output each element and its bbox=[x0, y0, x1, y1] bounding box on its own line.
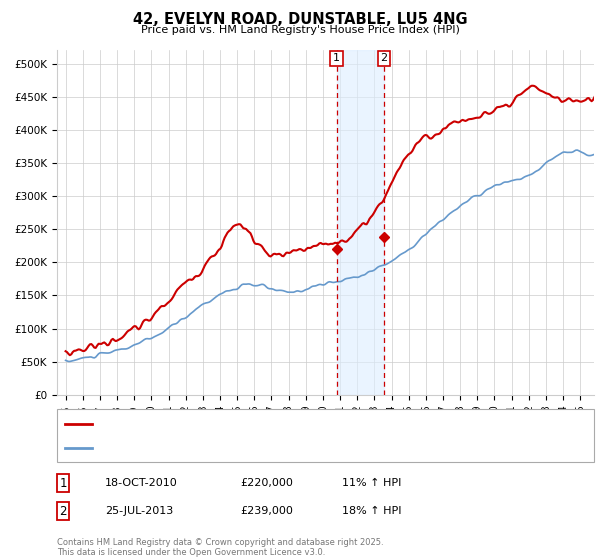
Text: 18% ↑ HPI: 18% ↑ HPI bbox=[342, 506, 401, 516]
Text: £239,000: £239,000 bbox=[240, 506, 293, 516]
FancyBboxPatch shape bbox=[57, 409, 594, 462]
Text: 1: 1 bbox=[333, 53, 340, 63]
Text: 25-JUL-2013: 25-JUL-2013 bbox=[105, 506, 173, 516]
Text: 42, EVELYN ROAD, DUNSTABLE, LU5 4NG (semi-detached house): 42, EVELYN ROAD, DUNSTABLE, LU5 4NG (sem… bbox=[97, 419, 433, 429]
Text: HPI: Average price, semi-detached house, Central Bedfordshire: HPI: Average price, semi-detached house,… bbox=[97, 443, 427, 453]
Text: £220,000: £220,000 bbox=[240, 478, 293, 488]
Bar bbox=[337, 50, 384, 395]
Text: 2: 2 bbox=[380, 53, 388, 63]
Text: Contains HM Land Registry data © Crown copyright and database right 2025.
This d: Contains HM Land Registry data © Crown c… bbox=[57, 538, 383, 557]
Text: 42, EVELYN ROAD, DUNSTABLE, LU5 4NG: 42, EVELYN ROAD, DUNSTABLE, LU5 4NG bbox=[133, 12, 467, 27]
Text: 1: 1 bbox=[59, 477, 67, 490]
Text: 2: 2 bbox=[59, 505, 67, 518]
Text: Price paid vs. HM Land Registry's House Price Index (HPI): Price paid vs. HM Land Registry's House … bbox=[140, 25, 460, 35]
Text: 11% ↑ HPI: 11% ↑ HPI bbox=[342, 478, 401, 488]
Text: 18-OCT-2010: 18-OCT-2010 bbox=[105, 478, 178, 488]
